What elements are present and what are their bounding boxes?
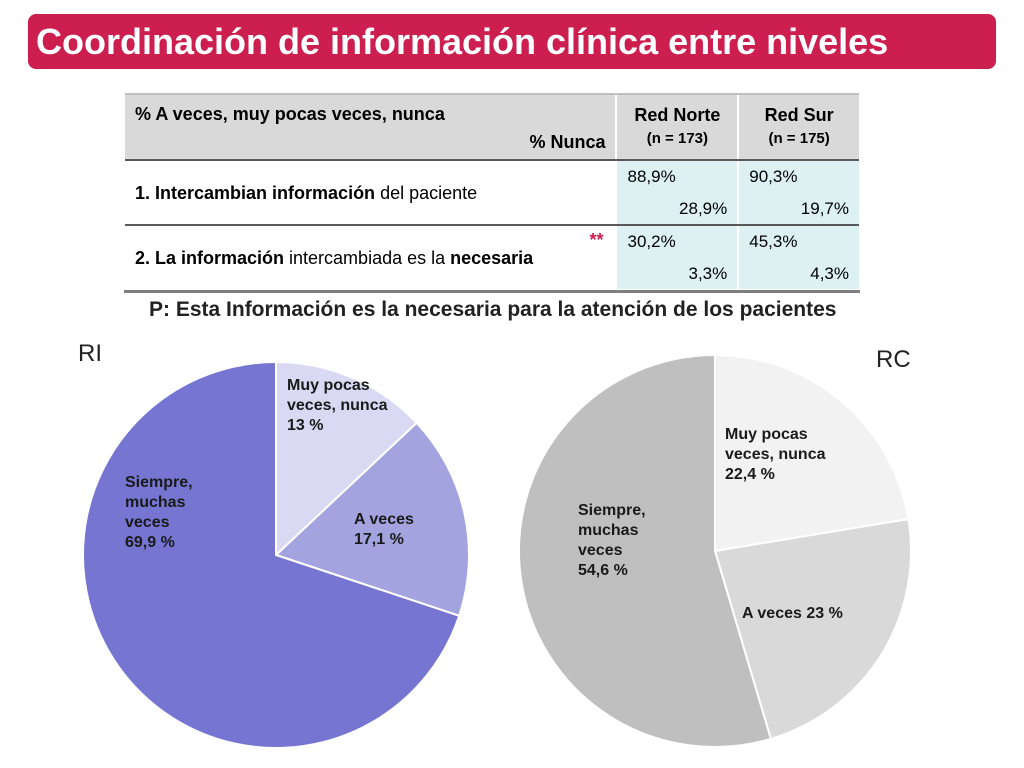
slice-label-line: 54,6 % xyxy=(578,562,628,579)
header-label-never: % Nunca xyxy=(529,132,606,152)
slice-label-line: veces, nunca xyxy=(725,446,826,463)
question-heading: P: Esta Información es la necesaria para… xyxy=(149,298,837,321)
slice-label: Siempre, muchas veces 54,6 % xyxy=(578,501,646,581)
slice-label-line: veces, nunca xyxy=(287,397,388,414)
pie-chart-ri xyxy=(82,360,470,749)
slice-label: Siempre, muchas veces 69,9 % xyxy=(125,473,193,553)
slice-label: Muy pocas veces, nunca 13 % xyxy=(287,376,388,436)
row-label-bold: 1. Intercambian información xyxy=(135,183,376,203)
slice-label-line: 22,4 % xyxy=(725,466,775,483)
network-sample-size: (n = 175) xyxy=(768,130,830,147)
value-main: 88,9% xyxy=(627,167,676,186)
slice-a-veces-ri xyxy=(274,421,470,618)
slice-label-line: muchas xyxy=(125,494,186,511)
separator-line xyxy=(124,290,860,293)
slice-label-line: Muy pocas xyxy=(725,426,808,443)
row-label-normal: intercambiada es la xyxy=(284,248,451,268)
slice-label-line: A veces 23 % xyxy=(742,605,843,622)
row-label-normal: del paciente xyxy=(375,183,478,203)
header-label-primary: % A veces, muy pocas veces, nunca xyxy=(135,104,445,124)
row-label: 2. La información intercambiada es la ne… xyxy=(135,248,533,269)
header-question-cell: % A veces, muy pocas veces, nunca % Nunc… xyxy=(125,93,617,161)
table-row: 1. Intercambian información del paciente… xyxy=(125,160,859,226)
slice-label-line: 17,1 % xyxy=(354,531,404,548)
slice-label-line: 13 % xyxy=(287,417,324,434)
row-label-bold: 2. La información xyxy=(135,248,285,268)
page-title: Coordinación de información clínica entr… xyxy=(36,21,889,62)
slice-label-line: A veces xyxy=(354,511,414,528)
value-never: 28,9% xyxy=(679,199,728,218)
slice-muy-pocas-rc xyxy=(714,353,910,553)
row-label-cell: 1. Intercambian información del paciente xyxy=(125,160,617,226)
value-main: 30,2% xyxy=(627,232,676,251)
slice-siempre-ri xyxy=(82,360,461,749)
row-label-bold: necesaria xyxy=(450,248,534,268)
network-name: Red Norte xyxy=(634,105,721,125)
slice-a-veces-rc xyxy=(713,517,912,741)
value-never: 19,7% xyxy=(800,199,849,218)
slice-muy-pocas-ri xyxy=(275,360,419,558)
slice-label: A veces 17,1 % xyxy=(354,510,414,550)
value-cell: 88,9% 28,9% xyxy=(615,160,739,226)
comparison-table: % A veces, muy pocas veces, nunca % Nunc… xyxy=(125,93,859,289)
title-banner: Coordinación de información clínica entr… xyxy=(28,14,996,69)
value-main: 45,3% xyxy=(749,232,798,251)
row-label-cell: 2. La información intercambiada es la ne… xyxy=(125,225,616,289)
slice-label-line: Siempre, xyxy=(578,502,646,519)
pie-chart-rc xyxy=(518,353,912,748)
slice-label-line: veces xyxy=(578,542,623,559)
chart-title-ri: RI xyxy=(78,340,102,367)
value-never: 3,3% xyxy=(688,264,728,283)
value-never: 4,3% xyxy=(810,264,849,283)
significance-marker: ** xyxy=(589,230,604,250)
value-cell: 30,2% 3,3% xyxy=(615,225,739,289)
header-network-south: Red Sur (n = 175) xyxy=(737,93,859,161)
network-name: Red Sur xyxy=(764,105,834,125)
table-row: 2. La información intercambiada es la ne… xyxy=(125,225,859,289)
value-cell: 90,3% 19,7% xyxy=(737,160,859,226)
value-cell: 45,3% 4,3% xyxy=(737,225,859,289)
value-main: 90,3% xyxy=(749,167,798,186)
slice-label-line: veces xyxy=(125,514,170,531)
network-sample-size: (n = 173) xyxy=(646,130,708,147)
slice-label-line: Muy pocas xyxy=(287,377,370,394)
row-label: 1. Intercambian información del paciente xyxy=(135,183,477,204)
slice-label: A veces 23 % xyxy=(742,604,843,624)
slice-label-line: muchas xyxy=(578,522,639,539)
table-header-row: % A veces, muy pocas veces, nunca % Nunc… xyxy=(125,93,859,161)
header-network-north: Red Norte (n = 173) xyxy=(615,93,739,161)
slice-siempre-rc xyxy=(518,353,773,748)
slice-label-line: 69,9 % xyxy=(125,534,175,551)
slice-label-line: Siempre, xyxy=(125,474,193,491)
chart-title-rc: RC xyxy=(876,346,911,373)
slice-label: Muy pocas veces, nunca 22,4 % xyxy=(725,425,826,485)
